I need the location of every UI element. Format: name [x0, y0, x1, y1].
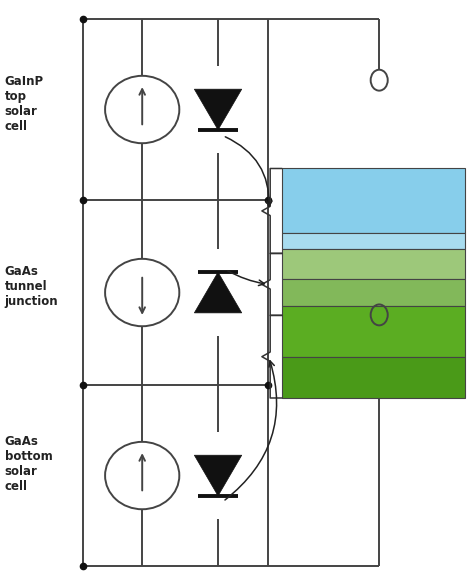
Polygon shape [194, 272, 242, 313]
Bar [282, 357, 465, 398]
Polygon shape [194, 89, 242, 130]
Polygon shape [194, 456, 242, 496]
Bar [282, 279, 465, 306]
Bar [282, 249, 465, 279]
Bar [282, 168, 465, 233]
Bar [282, 233, 465, 249]
Text: GaAs
tunnel
junction: GaAs tunnel junction [5, 265, 58, 309]
Bar [282, 306, 465, 357]
Text: GaAs
bottom
solar
cell: GaAs bottom solar cell [5, 435, 53, 493]
Text: GaInP
top
solar
cell: GaInP top solar cell [5, 75, 44, 132]
